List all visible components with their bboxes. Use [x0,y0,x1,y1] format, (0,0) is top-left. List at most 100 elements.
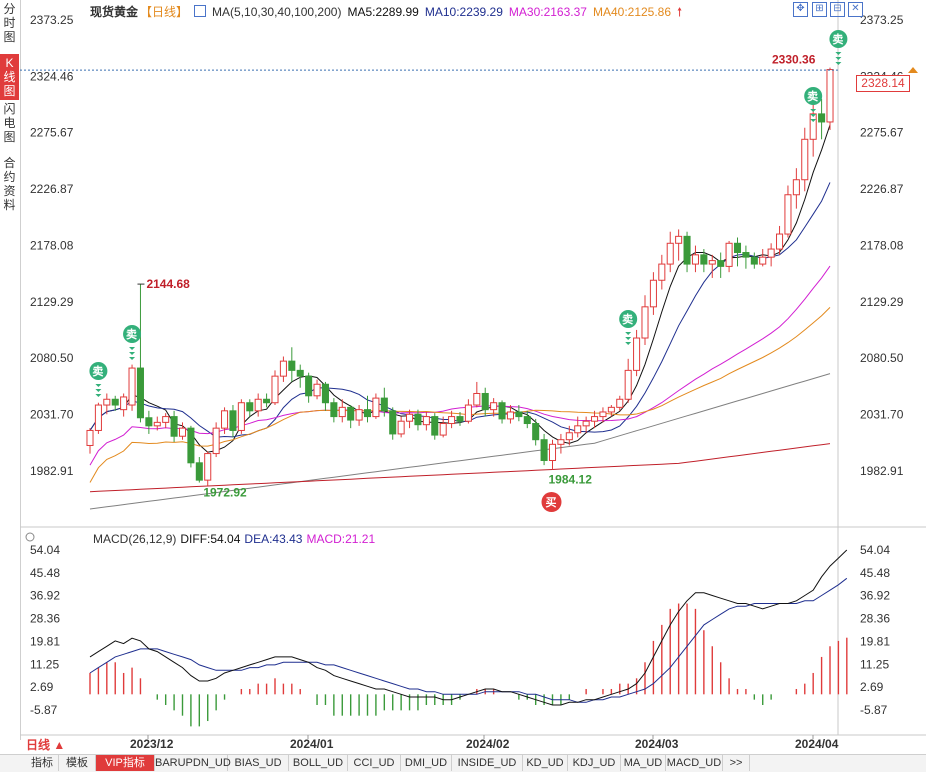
up-arrow-icon[interactable]: 🠕 [677,5,683,19]
candle-body [700,254,708,265]
candle-body [498,402,506,420]
candle-body [221,410,229,429]
signal-arrow [810,109,817,112]
y-tick-label-left: 1982.91 [30,464,74,478]
tab-kline-chart[interactable]: K线图 [0,54,19,100]
candle-body [675,235,683,244]
dea-line [89,577,848,703]
candle-body [456,416,464,422]
candle-body [633,337,641,371]
candle-body [162,416,170,423]
macd-y-tick-right: 19.81 [860,634,890,648]
period-label[interactable]: 【日线】 [140,5,189,19]
signal-arrow [129,357,136,360]
sell-signal-badge [829,30,848,48]
candle-body [86,429,94,446]
ma40-line [89,307,831,483]
indicator-tab[interactable]: >> [723,755,750,771]
candle-body [263,398,271,404]
sell-signal-badge [123,325,142,343]
candle-body [717,260,725,267]
indicator-tab[interactable]: DMI_UD [401,755,452,771]
candle-body [658,263,666,281]
indicator-tab[interactable]: VIP指标 [96,755,155,771]
signal-arrow [810,114,817,117]
candle-body [204,453,212,481]
move-icon[interactable]: ✥ [793,2,808,17]
sell-signal-badge-text: 卖 [92,364,103,378]
candle-body [742,252,750,258]
low-label: 1972.92 [203,486,247,500]
ma5-value: MA5:2289.99 [347,5,419,19]
y-tick-label-right: 2275.67 [860,126,904,140]
candle-body [784,194,792,235]
y-tick-label-right: 2373.25 [860,13,904,27]
macd-y-tick-right: -5.87 [860,703,888,717]
indicator-tab[interactable]: 模板 [59,755,96,771]
signal-arrow [625,337,632,340]
candle-body [406,413,414,422]
candle-body [363,409,372,418]
macd-y-tick-left: 45.48 [30,566,60,580]
indicator-tab[interactable]: 指标 [26,755,59,771]
y-tick-label-left: 2178.08 [30,239,74,253]
indicator-tab[interactable]: CCI_UD [348,755,401,771]
candle-body [490,402,498,411]
candle-body [683,235,691,265]
candle-body [153,421,161,427]
diff-value: DIFF:54.04 [180,532,241,546]
macd-y-tick-right: 54.04 [860,543,890,557]
indicator-settings-icon[interactable] [194,5,207,17]
indicator-tab-bar: 指标 模板 VIP指标 BARUPDN_UD BIAS_UD BOLL_UD CCI_UD D… [0,754,926,772]
zoom-out-icon[interactable]: ⊟ [830,2,845,17]
y-tick-label-left: 2080.50 [30,351,74,365]
candle-body [195,462,203,481]
candle-body [473,392,481,406]
signal-arrow [95,389,102,392]
sell-signal-badge-text: 卖 [622,312,633,326]
indicator-tab[interactable]: BOLL_UD [289,755,348,771]
y-tick-label-right: 2226.87 [860,182,904,196]
indicator-tab[interactable]: KD_UD [523,755,568,771]
candle-body [178,427,187,437]
indicator-tab[interactable]: INSIDE_UD [452,755,523,771]
candle-body [271,375,279,404]
candle-body [548,443,557,461]
ma10-value: MA10:2239.29 [424,5,503,19]
candle-body [338,406,346,418]
candle-body [649,279,657,308]
macd-y-tick-left: -5.87 [30,703,58,717]
indicator-tab[interactable]: KDJ_UD [568,755,621,771]
candle-body [750,256,758,265]
indicator-tab[interactable]: MA_UD [621,755,666,771]
tab-contract-info[interactable]: 合约资料 [3,156,16,212]
price-alert-icon [908,67,918,73]
diff-line [89,549,848,706]
sell-signal-badge-text: 卖 [807,89,818,103]
candle-body [599,411,607,418]
indicator-tab[interactable]: BARUPDN_UD [155,755,231,771]
macd-y-tick-left: 19.81 [30,634,60,648]
signal-arrow [835,62,842,65]
zoom-in-icon[interactable]: ⊞ [812,2,827,17]
y-tick-label-left: 2226.87 [30,182,74,196]
candle-body [792,179,800,196]
candle-body [431,416,439,436]
candle-body [111,398,119,406]
x-tick-label: 2024/02 [466,737,510,751]
indicator-tab[interactable]: MACD_UD [666,755,723,771]
candle-body [170,416,178,437]
y-tick-label-left: 2373.25 [30,13,74,27]
y-tick-label-right: 1982.91 [860,464,904,478]
tab-flash-chart[interactable]: 闪电图 [3,102,16,144]
macd-y-tick-left: 11.25 [30,657,59,671]
ma30-line [89,265,831,466]
macd-value: MACD:21.21 [306,532,376,546]
tab-time-chart[interactable]: 分时图 [3,2,16,44]
candle-body [591,416,599,422]
candle-body [624,369,632,400]
indicator-tab[interactable]: BIAS_UD [228,755,289,771]
period-selector-button[interactable]: 日线 ▲ [26,738,66,752]
current-price-tag: 2328.14 [856,75,910,92]
close-icon[interactable]: ✕ [848,2,863,17]
